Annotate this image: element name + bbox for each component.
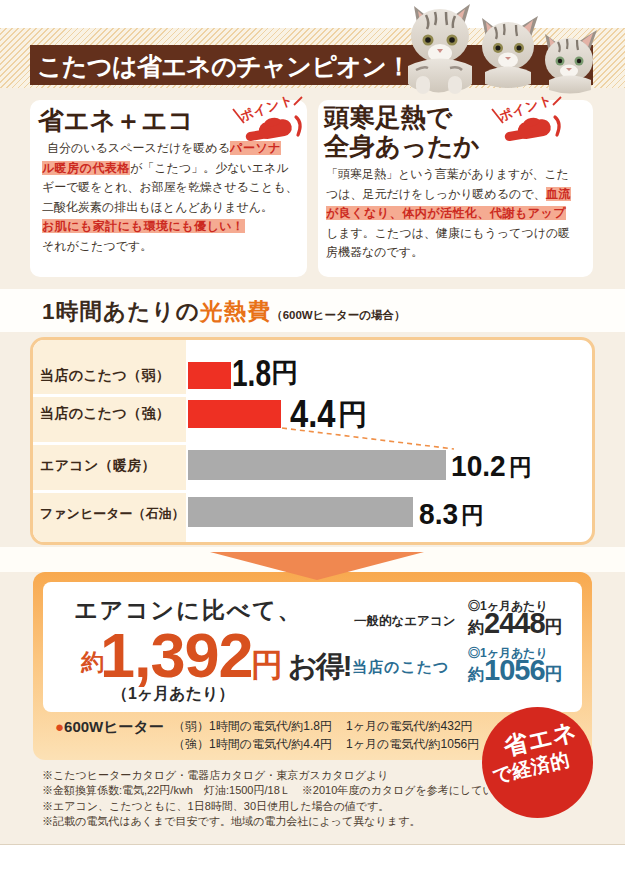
svg-text:ポイント: ポイント [497,96,554,124]
svg-text:ポイント: ポイント [238,96,295,124]
